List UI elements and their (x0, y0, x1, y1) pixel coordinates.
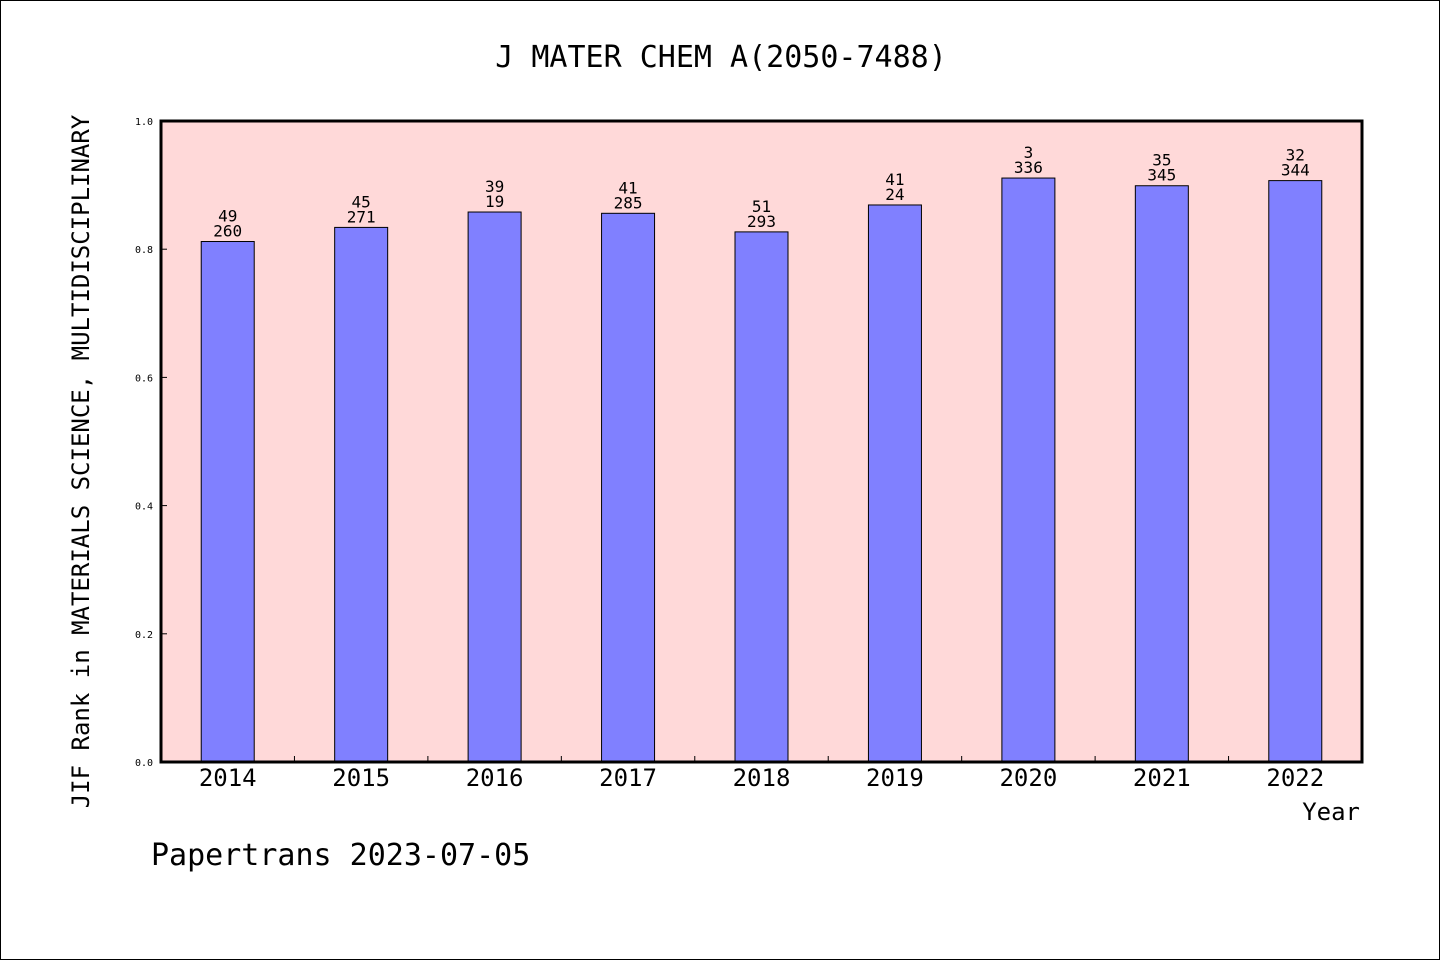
bar-2019 (867, 204, 922, 763)
footer-watermark: Papertrans 2023-07-05 (151, 838, 530, 873)
x-tick-label-2017: 2017 (599, 764, 657, 792)
x-tick-label-2018: 2018 (733, 764, 791, 792)
bar-rank-label-2017: 41 (618, 178, 637, 197)
bar-2014 (200, 241, 255, 763)
x-tick-label-2019: 2019 (866, 764, 924, 792)
bar-2022 (1268, 180, 1323, 763)
x-tick-label-2014: 2014 (199, 764, 257, 792)
x-tick-label-2022: 2022 (1266, 764, 1324, 792)
x-tick-label-2021: 2021 (1133, 764, 1191, 792)
bar-total-label-2020: 336 (1014, 158, 1043, 177)
y-axis-label: JIF Rank in MATERIALS SCIENCE, MULTIDISC… (67, 114, 95, 808)
bar-total-label-2014: 260 (213, 222, 242, 241)
bar-rank-label-2019: 41 (885, 170, 904, 189)
axis-layer: 2014 2015 2016 2017 2018 2019 2020 2021 2022 0.0 0… (135, 117, 1324, 792)
bar-rank-label-2016: 39 (485, 177, 504, 196)
y-tick-label-1.0: 1.0 (135, 117, 153, 128)
y-tick-label-0.2: 0.2 (135, 630, 153, 641)
x-tick-label-2020: 2020 (999, 764, 1057, 792)
bar-2018 (734, 231, 789, 763)
bar-total-label-2017: 285 (614, 193, 643, 212)
y-tick-label-0.4: 0.4 (135, 502, 153, 513)
bar-2015 (334, 226, 389, 763)
bar-total-label-2019: 24 (885, 185, 904, 204)
plot-border (159, 119, 1364, 764)
bar-rank-label-2015: 45 (352, 192, 371, 211)
bar-2020 (1001, 177, 1056, 763)
bar-2021 (1134, 185, 1189, 763)
x-tick-label-2015: 2015 (332, 764, 390, 792)
bar-2017 (601, 212, 656, 763)
bar-total-label-2015: 271 (347, 207, 376, 226)
bar-rank-label-2021: 35 (1152, 151, 1171, 170)
bar-rank-label-2022: 32 (1286, 146, 1305, 165)
y-tick-label-0.8: 0.8 (135, 245, 153, 256)
bar-rank-label-2020: 3 (1024, 143, 1034, 162)
bar-rank-label-2014: 49 (218, 207, 237, 226)
bar-total-label-2021: 345 (1147, 166, 1176, 185)
bar-rank-label-2018: 51 (752, 197, 771, 216)
bar-total-label-2022: 344 (1281, 161, 1310, 180)
bar-total-label-2018: 293 (747, 212, 776, 231)
y-tick-label-0.0: 0.0 (135, 758, 153, 769)
chart-title: J MATER CHEM A(2050-7488) (495, 40, 947, 75)
bars-layer (200, 177, 1323, 763)
x-tick-label-2016: 2016 (466, 764, 524, 792)
y-tick-label-0.6: 0.6 (135, 373, 153, 384)
bar-total-label-2016: 19 (485, 192, 504, 211)
x-axis-label: Year (1302, 798, 1360, 826)
bar-2016 (467, 211, 522, 763)
